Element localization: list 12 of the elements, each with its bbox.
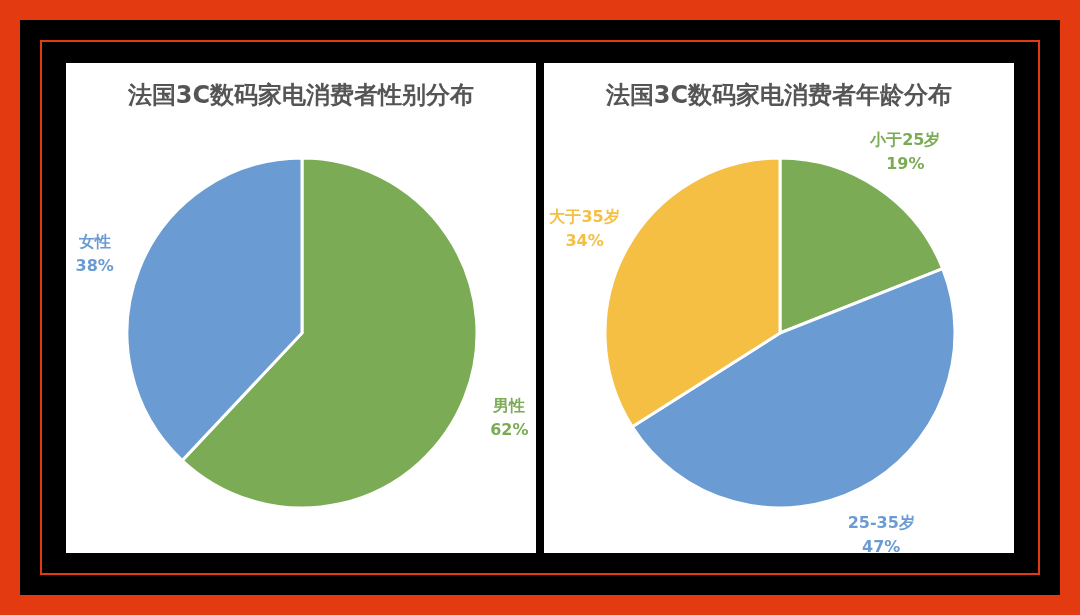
slice-label: 女性 <box>77 231 111 251</box>
slice-label: 小于25岁 <box>869 129 941 149</box>
chart-title: 法国3C数码家电消费者年龄分布 <box>604 79 954 111</box>
data-label: 19% <box>886 153 925 173</box>
data-label: 47% <box>862 536 901 556</box>
data-label: 38% <box>75 255 114 275</box>
data-label: 34% <box>565 230 604 250</box>
data-label: 62% <box>490 419 529 439</box>
slice-label: 大于35岁 <box>549 206 620 226</box>
slice-label: 25-35岁 <box>847 512 915 532</box>
slice-label: 男性 <box>492 395 526 415</box>
chart-title: 法国3C数码家电消费者性别分布 <box>126 79 476 111</box>
